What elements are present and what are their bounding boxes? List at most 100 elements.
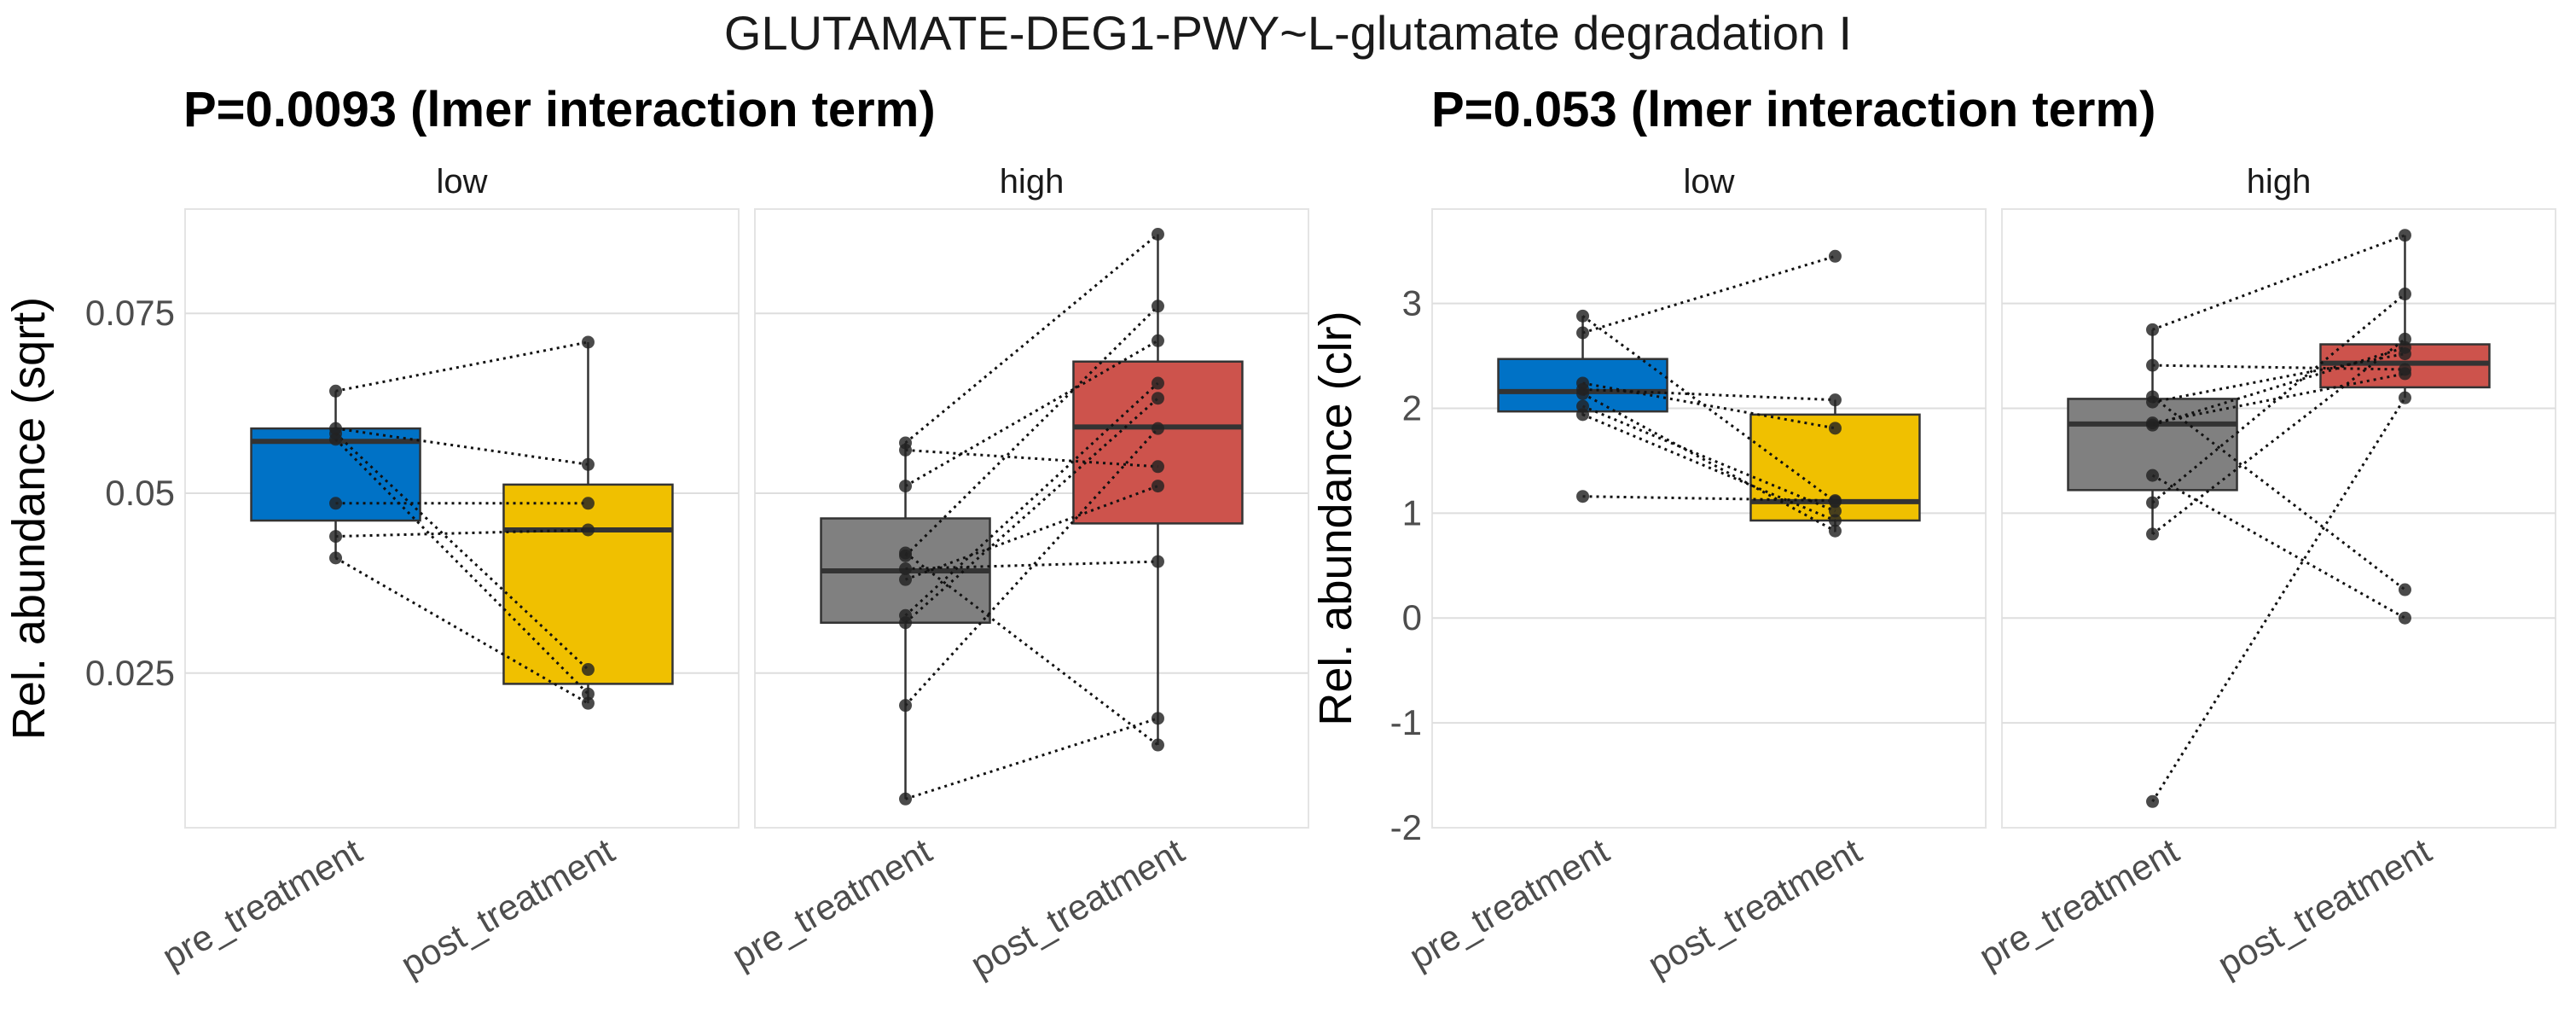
data-point-post	[2398, 367, 2411, 381]
facet-high: high pre_treatment post_treatment	[725, 163, 1309, 985]
data-point-post	[1151, 392, 1164, 405]
data-point-pre	[2146, 496, 2160, 509]
data-point-post	[1151, 480, 1164, 493]
data-point-post	[1151, 228, 1164, 241]
data-point-post	[2398, 229, 2411, 242]
y-tick-label: 1	[1402, 492, 1422, 532]
y-axis-label: Rel. abundance (clr)	[1310, 311, 1361, 725]
x-tick-label: post_treatment	[2211, 830, 2438, 985]
data-point-pre	[899, 699, 913, 713]
pair-line	[334, 438, 589, 695]
facet-low: low pre_treatment post_treatment	[155, 163, 740, 985]
data-point-pre	[329, 433, 343, 446]
chart-2: P=0.053 (lmer interaction term) Rel. abun…	[1310, 82, 2556, 985]
pair-line	[2152, 364, 2405, 371]
pair-line	[2151, 338, 2406, 536]
pair-line	[2151, 397, 2406, 803]
facet-strip-label: high	[1000, 163, 1065, 201]
data-point-post	[581, 497, 595, 510]
pair-line	[905, 717, 1158, 800]
pair-line	[1582, 254, 1836, 335]
data-point-post	[1828, 249, 1842, 263]
data-point-post	[1151, 555, 1164, 568]
data-point-post	[1828, 524, 1842, 538]
data-point-post	[581, 335, 595, 349]
chart-title: P=0.0093 (lmer interaction term)	[183, 82, 936, 137]
pair-line	[904, 305, 1159, 557]
y-tick-label: 2	[1402, 387, 1422, 428]
chart-1: P=0.0093 (lmer interaction term) Rel. abu…	[3, 82, 1309, 985]
data-point-pre	[329, 551, 343, 565]
pair-line	[334, 556, 589, 705]
pair-line	[1581, 404, 1836, 513]
x-tick-label: post_treatment	[1641, 830, 1868, 985]
pair-line	[335, 340, 589, 393]
pair-line	[904, 339, 1159, 487]
x-tick-label: pre_treatment	[155, 830, 368, 977]
data-point-pre	[2146, 527, 2160, 541]
data-point-post	[581, 687, 595, 701]
data-point-post	[1828, 393, 1842, 407]
pair-line	[905, 448, 1158, 468]
data-point-post	[1151, 300, 1164, 313]
pair-line	[335, 528, 589, 538]
data-point-pre	[1576, 490, 1590, 503]
data-point-pre	[329, 530, 343, 544]
x-tick-label: pre_treatment	[725, 830, 938, 977]
figure-title: GLUTAMATE-DEG1-PWY~L-glutamate degradati…	[724, 6, 1852, 60]
data-point-post	[581, 663, 595, 677]
facet-strip-label: low	[436, 163, 487, 201]
data-point-pre	[899, 792, 913, 806]
data-point-pre	[2146, 323, 2160, 336]
y-tick-label: 0.05	[105, 473, 175, 513]
data-point-post	[2398, 288, 2411, 301]
panel-frame	[184, 208, 740, 829]
pair-line	[1582, 387, 1836, 402]
data-point-pre	[2146, 418, 2160, 432]
data-point-pre	[2146, 468, 2160, 482]
data-point-post	[2398, 332, 2411, 346]
data-point-post	[581, 523, 595, 537]
box-post_treatment	[502, 483, 674, 685]
data-point-post	[581, 696, 595, 710]
pair-line	[904, 397, 1159, 624]
data-point-pre	[899, 480, 913, 493]
data-point-pre	[329, 497, 343, 510]
data-point-post	[581, 457, 595, 471]
y-axis-label: Rel. abundance (sqrt)	[3, 297, 55, 740]
data-point-pre	[1576, 326, 1590, 340]
data-point-pre	[329, 384, 343, 398]
pair-line	[905, 560, 1158, 571]
x-tick-label: post_treatment	[964, 830, 1191, 985]
data-point-post	[1828, 504, 1842, 518]
panel-frame	[754, 208, 1309, 829]
pair-line	[1581, 315, 1836, 503]
data-point-post	[1151, 422, 1164, 435]
data-point-post	[2398, 611, 2411, 625]
data-point-post	[1828, 494, 1842, 508]
data-point-post	[2398, 583, 2411, 596]
pair-line	[1581, 413, 1836, 522]
y-tick-label: 0.075	[85, 293, 175, 333]
x-tick-label: post_treatment	[394, 830, 621, 985]
data-point-pre	[1576, 408, 1590, 422]
data-point-pre	[2146, 794, 2160, 808]
pair-line	[1582, 495, 1836, 503]
data-point-pre	[899, 616, 913, 630]
data-point-pre	[1576, 309, 1590, 323]
data-point-post	[1151, 460, 1164, 474]
pair-line	[335, 427, 589, 466]
data-point-pre	[899, 562, 913, 576]
data-point-pre	[2146, 395, 2160, 409]
x-tick-label: pre_treatment	[1402, 830, 1616, 977]
facet-strip-label: high	[2247, 163, 2312, 201]
y-tick-label: 0	[1402, 597, 1422, 637]
panel-frame	[2001, 208, 2556, 829]
data-point-post	[1151, 738, 1164, 752]
y-tick-label: -1	[1390, 702, 1422, 742]
pair-line	[904, 381, 1159, 617]
data-point-pre	[899, 443, 913, 457]
data-point-post	[1828, 514, 1842, 527]
pair-line	[2151, 395, 2406, 591]
